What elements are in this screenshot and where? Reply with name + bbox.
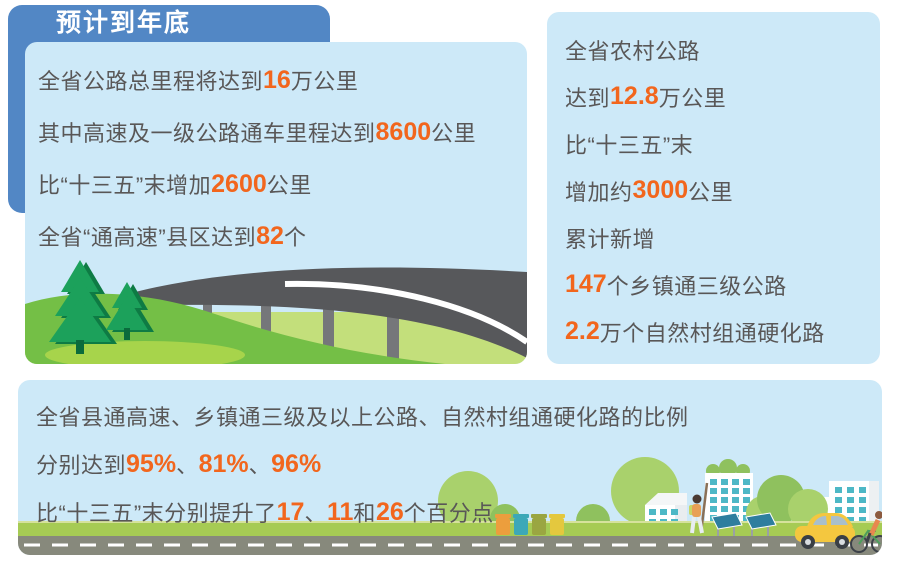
stat-value: 16 bbox=[263, 65, 291, 94]
stat-text: 和 bbox=[353, 501, 376, 526]
stat-text: 全省农村公路 bbox=[565, 38, 701, 64]
stat-line: 147 个乡镇通三级公路 bbox=[565, 261, 880, 308]
highway-road-icon bbox=[113, 267, 527, 358]
cyclist-icon bbox=[850, 511, 882, 553]
stat-text: 公里 bbox=[688, 179, 734, 205]
pine-trees-icon bbox=[49, 260, 154, 354]
coverage-ratio-lines: 全省县通高速、乡镇通三级及以上公路、自然村组通硬化路的比例 分别达到 95%、 81%… bbox=[18, 380, 882, 536]
recycling-bins-icon bbox=[495, 514, 565, 535]
stat-text: 全省县通高速、乡镇通三级及以上公路、自然村组通硬化路的比例 bbox=[36, 405, 689, 430]
stat-line: 比“十三五”末增加 2600 公里 bbox=[38, 158, 527, 210]
stat-text: 全省公路总里程将达到 bbox=[38, 69, 264, 94]
stat-line: 分别达到 95%、 81%、 96% bbox=[36, 440, 882, 488]
stat-line: 比“十三五”末分别提升了 17、 11 和 26 个百分点 bbox=[36, 488, 882, 536]
stat-text: 公里 bbox=[431, 121, 477, 146]
stat-text: 万个自然村组通硬化路 bbox=[599, 320, 825, 346]
stat-value: 2.2 bbox=[565, 317, 600, 345]
stat-line: 增加约 3000 公里 bbox=[565, 167, 880, 214]
stat-text: 个乡镇通三级公路 bbox=[606, 273, 787, 299]
stat-line: 全省“通高速”县区达到 82 个 bbox=[38, 210, 527, 262]
stat-line: 达到 12.8 万公里 bbox=[565, 73, 880, 120]
rural-road-stats-panel: 全省农村公路 达到 12.8 万公里 比“十三五”末 增加约 3000 公里 累计新增 147 个乡… bbox=[547, 12, 880, 364]
stat-value: 12.8 bbox=[610, 82, 659, 110]
stat-line: 比“十三五”末 bbox=[565, 120, 880, 167]
road-icon bbox=[18, 536, 882, 555]
stat-value: 3000 bbox=[632, 176, 689, 204]
stat-value: 96% bbox=[271, 449, 322, 478]
stat-line: 全省县通高速、乡镇通三级及以上公路、自然村组通硬化路的比例 bbox=[36, 392, 882, 440]
stat-value: 26 bbox=[375, 497, 404, 526]
stat-line: 全省公路总里程将达到 16 万公里 bbox=[38, 54, 527, 106]
stat-text: 累计新增 bbox=[565, 226, 656, 252]
stat-text: 万公里 bbox=[290, 69, 359, 94]
stat-text: 、 bbox=[176, 453, 199, 478]
rural-road-stats-lines: 全省农村公路 达到 12.8 万公里 比“十三五”末 增加约 3000 公里 累计新增 147 个乡… bbox=[547, 12, 880, 355]
stat-line: 全省农村公路 bbox=[565, 26, 880, 73]
stat-line: 累计新增 bbox=[565, 214, 880, 261]
stat-value: 147 bbox=[565, 270, 607, 298]
stat-line: 2.2 万个自然村组通硬化路 bbox=[565, 308, 880, 355]
stat-text: 个百分点 bbox=[403, 501, 494, 526]
stat-value: 81% bbox=[198, 449, 249, 478]
stat-value: 82 bbox=[256, 221, 284, 250]
stat-value: 11 bbox=[326, 497, 354, 526]
stat-text: 、 bbox=[248, 453, 272, 478]
stat-text: 个 bbox=[283, 225, 307, 250]
solar-panels-icon bbox=[711, 512, 777, 536]
highway-stats-lines: 全省公路总里程将达到 16 万公里 其中高速及一级公路通车里程达到 8600 公里 比“十三… bbox=[25, 42, 527, 262]
stat-text: 公里 bbox=[266, 173, 312, 198]
stat-text: 万公里 bbox=[658, 85, 727, 111]
highway-bridge-illustration bbox=[25, 260, 527, 364]
page-title: 预计到年底 bbox=[56, 9, 192, 37]
stat-text: 比“十三五”末分别提升了 bbox=[36, 501, 277, 526]
highway-stats-panel: 全省公路总里程将达到 16 万公里 其中高速及一级公路通车里程达到 8600 公里 比“十三… bbox=[25, 42, 527, 364]
stat-value: 8600 bbox=[375, 117, 432, 146]
stat-text: 比“十三五”末 bbox=[565, 132, 694, 158]
stat-text: 比“十三五”末增加 bbox=[38, 173, 212, 198]
car-icon bbox=[795, 513, 855, 549]
pedestrian-icon bbox=[689, 482, 709, 534]
stat-value: 17 bbox=[276, 497, 305, 526]
stat-line: 其中高速及一级公路通车里程达到 8600 公里 bbox=[38, 106, 527, 158]
stat-text: 分别达到 bbox=[36, 453, 127, 478]
stat-text: 、 bbox=[304, 501, 327, 526]
ground-strip bbox=[18, 521, 882, 536]
stat-value: 2600 bbox=[211, 169, 267, 198]
stat-text: 增加约 bbox=[565, 179, 633, 205]
village-road-illustration bbox=[18, 457, 882, 555]
stat-text: 全省“通高速”县区达到 bbox=[38, 225, 257, 250]
stat-text: 达到 bbox=[565, 85, 611, 111]
stat-text: 其中高速及一级公路通车里程达到 bbox=[38, 121, 376, 146]
stat-value: 95% bbox=[126, 449, 177, 478]
coverage-ratio-panel: 全省县通高速、乡镇通三级及以上公路、自然村组通硬化路的比例 分别达到 95%、 81%… bbox=[18, 380, 882, 555]
